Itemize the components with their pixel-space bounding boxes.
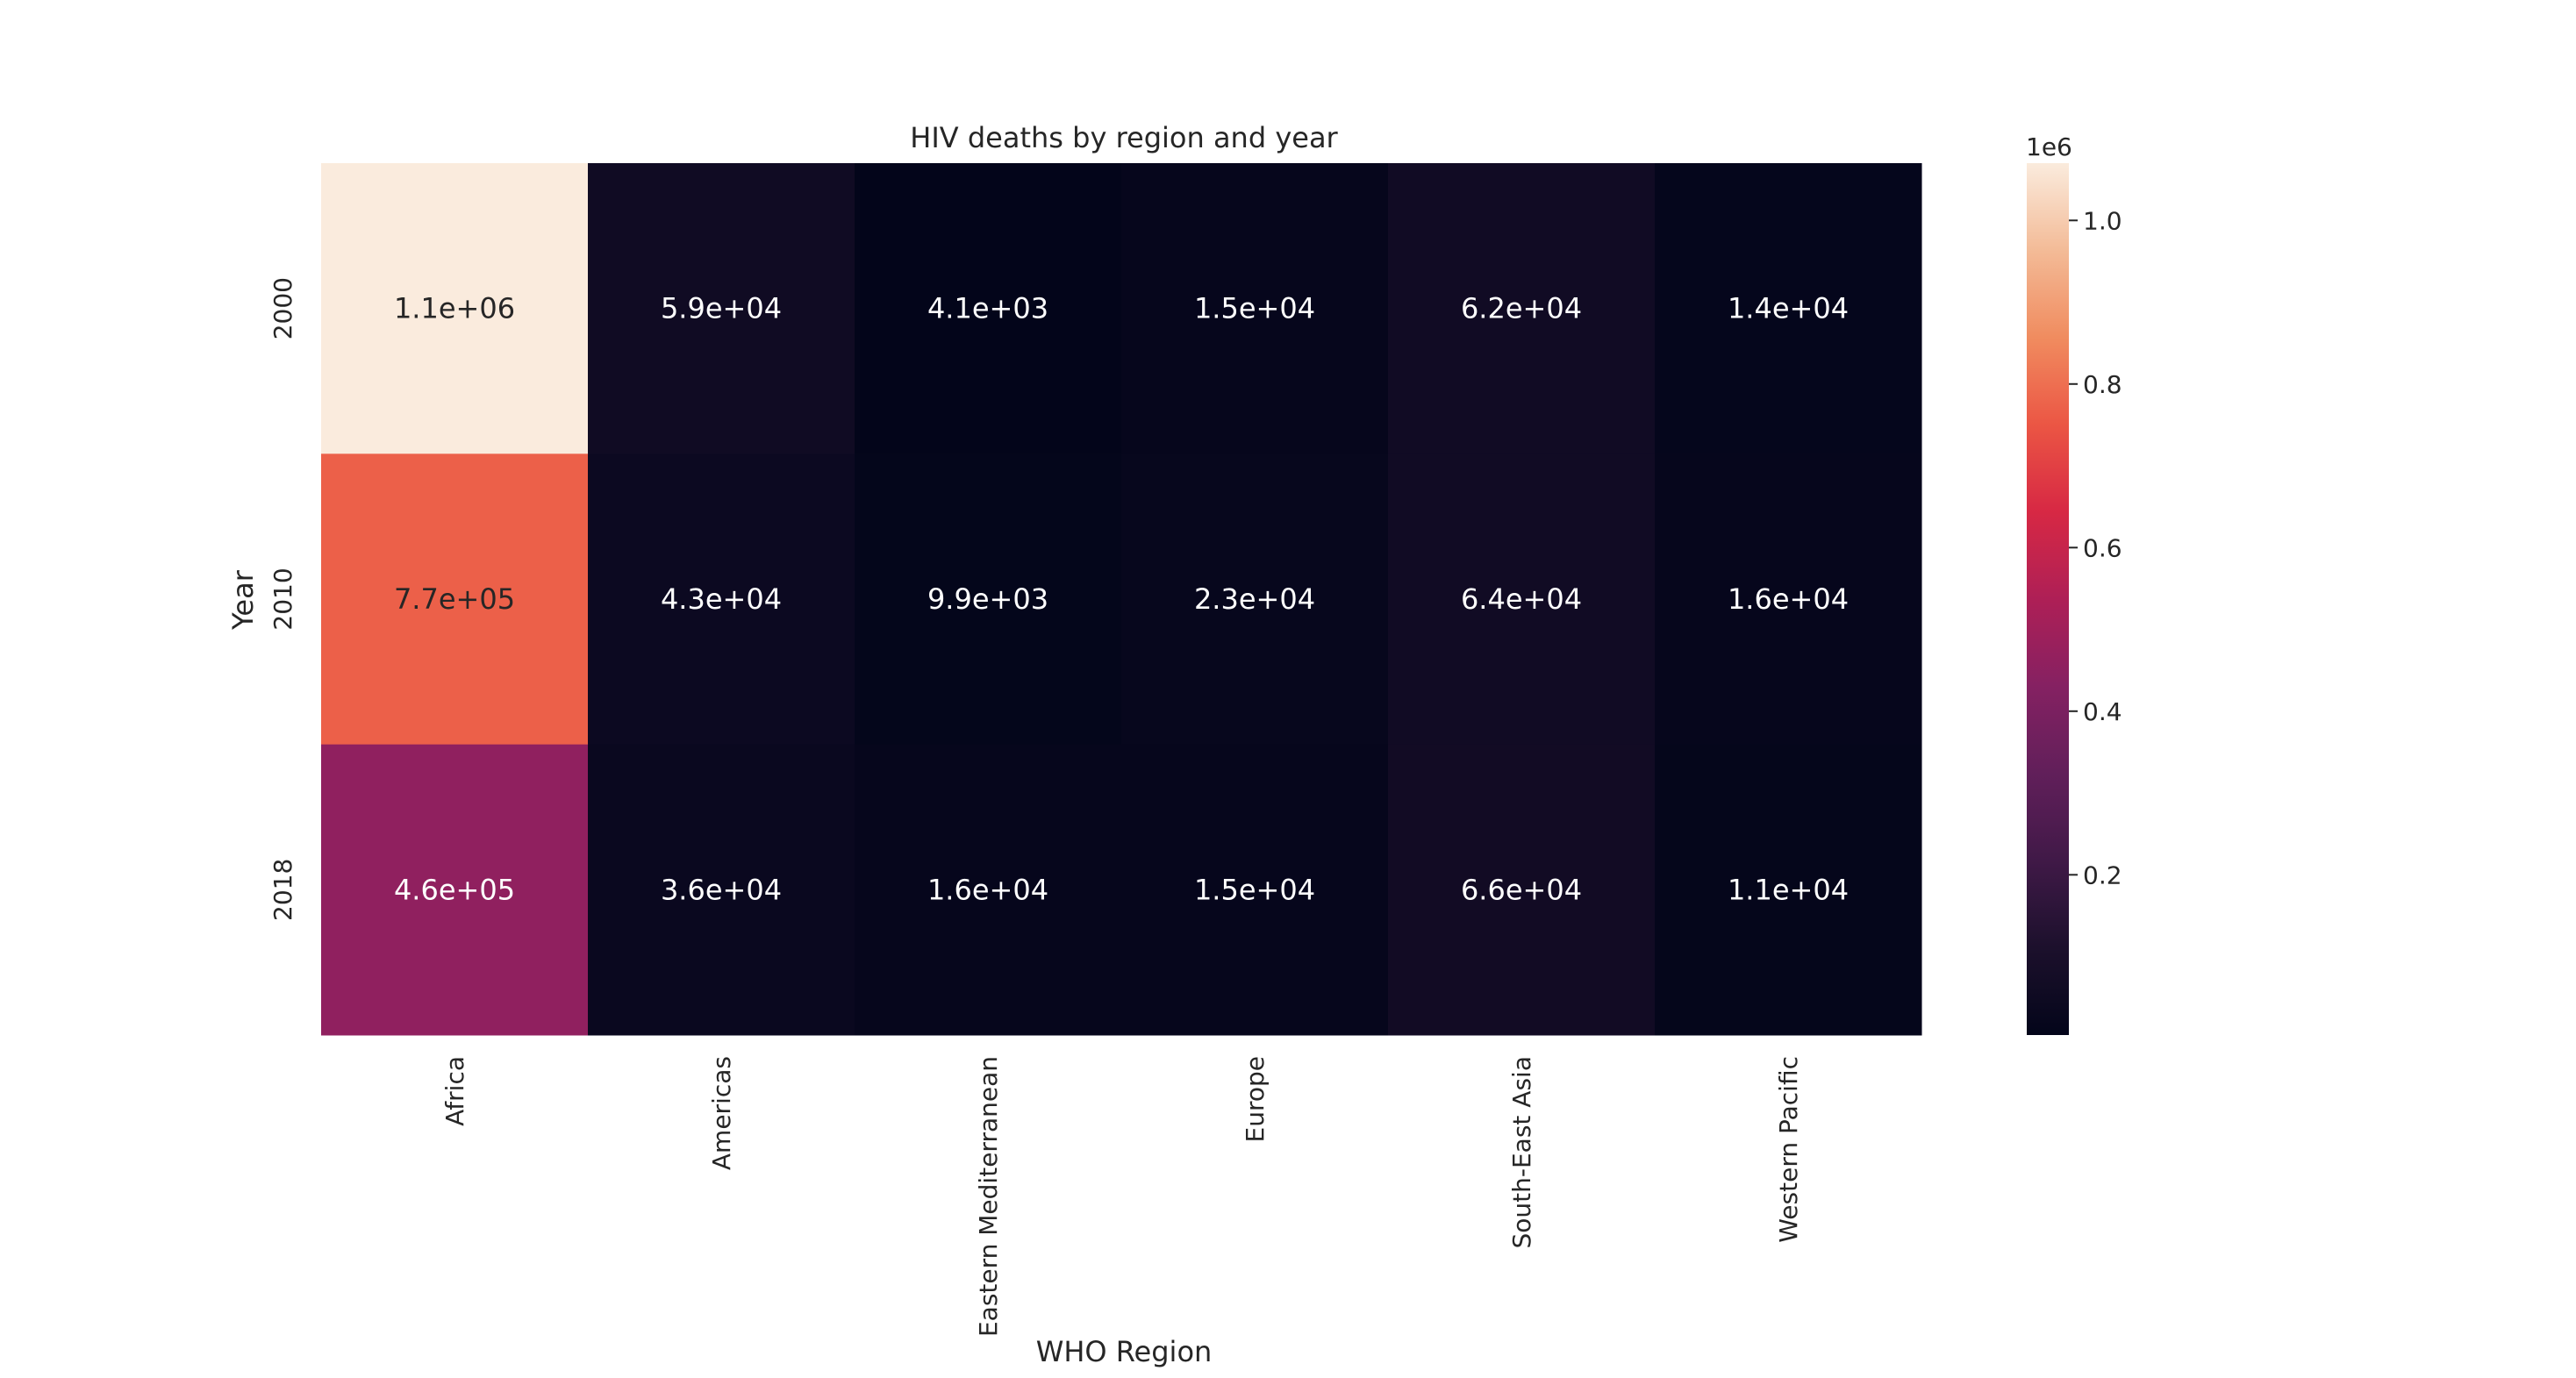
cell-value-label: 6.4e+04: [1461, 582, 1582, 616]
heatmap-cell: [588, 453, 855, 746]
heatmap-cell: [1388, 453, 1656, 746]
x-tick-label: Europe: [1241, 1056, 1270, 1142]
cell-value-label: 4.1e+03: [927, 292, 1048, 325]
colorbar-tick-label: 0.8: [2083, 370, 2122, 399]
y-tick-label: 2000: [268, 277, 297, 339]
heatmap-cell: [1388, 163, 1656, 454]
colorbar: 1e6 0.2 0.4 0.6 0.8 1.0: [2026, 132, 2122, 1035]
cell-value-label: 1.1e+06: [394, 292, 515, 325]
cell-value-label: 4.6e+05: [394, 873, 515, 906]
cell-value-label: 9.9e+03: [927, 582, 1048, 616]
heatmap-cell: [588, 744, 855, 1036]
x-tick-label: South-East Asia: [1507, 1056, 1536, 1248]
colorbar-tick-label: 0.6: [2083, 533, 2122, 562]
y-axis-ticks: 2000 2010 2018: [268, 277, 297, 921]
cell-value-label: 1.4e+04: [1728, 292, 1849, 325]
y-axis-label: Year: [226, 569, 260, 631]
heatmap-cell: [1655, 744, 1922, 1036]
x-tick-label: Africa: [440, 1056, 469, 1126]
colorbar-tick-label: 1.0: [2083, 206, 2122, 235]
y-tick-label: 2018: [268, 859, 297, 921]
cell-value-label: 4.3e+04: [661, 582, 782, 616]
x-tick-label: Western Pacific: [1774, 1056, 1803, 1243]
heatmap-cell: [855, 453, 1122, 746]
cell-value-label: 5.9e+04: [661, 292, 782, 325]
heatmap-cell: [588, 163, 855, 454]
cell-value-label: 6.2e+04: [1461, 292, 1582, 325]
cell-value-label: 6.6e+04: [1461, 873, 1582, 906]
colorbar-tick-label: 0.2: [2083, 860, 2122, 889]
heatmap-cells: [321, 163, 1922, 1036]
heatmap-cell: [1655, 163, 1922, 454]
cell-value-label: 1.5e+04: [1194, 873, 1315, 906]
cell-value-label: 7.7e+05: [394, 582, 515, 616]
y-tick-label: 2010: [268, 568, 297, 630]
heatmap-cell: [1121, 453, 1389, 746]
heatmap-cell: [1388, 744, 1656, 1036]
colorbar-gradient: [2027, 163, 2069, 1035]
heatmap-cell: [1121, 163, 1389, 454]
cell-value-label: 1.1e+04: [1728, 873, 1849, 906]
chart-title: HIV deaths by region and year: [910, 121, 1338, 154]
cell-value-label: 1.6e+04: [927, 873, 1048, 906]
heatmap-cell: [321, 163, 589, 454]
x-tick-label: Eastern Mediterranean: [974, 1056, 1003, 1337]
colorbar-scale-label: 1e6: [2026, 132, 2072, 161]
heatmap-cell: [321, 744, 589, 1036]
cell-value-label: 3.6e+04: [661, 873, 782, 906]
colorbar-tick-label: 0.4: [2083, 697, 2122, 726]
x-axis-label: WHO Region: [1036, 1335, 1213, 1368]
heatmap-cell: [1655, 453, 1922, 746]
colorbar-ticks: 0.2 0.4 0.6 0.8 1.0: [2069, 206, 2122, 889]
heatmap-cell: [1121, 744, 1389, 1036]
heatmap-cell: [321, 453, 589, 746]
cell-value-label: 2.3e+04: [1194, 582, 1315, 616]
cell-value-label: 1.6e+04: [1728, 582, 1849, 616]
x-tick-label: Americas: [707, 1056, 736, 1170]
x-axis-ticks: Africa Americas Eastern Mediterranean Europ…: [440, 1056, 1803, 1337]
heatmap-cell: [855, 744, 1122, 1036]
cell-value-label: 1.5e+04: [1194, 292, 1315, 325]
heatmap-cell: [855, 163, 1122, 454]
heatmap-cell-labels: 1.1e+06 5.9e+04 4.1e+03 1.5e+04 6.2e+04 1.4e+…: [394, 292, 1849, 907]
